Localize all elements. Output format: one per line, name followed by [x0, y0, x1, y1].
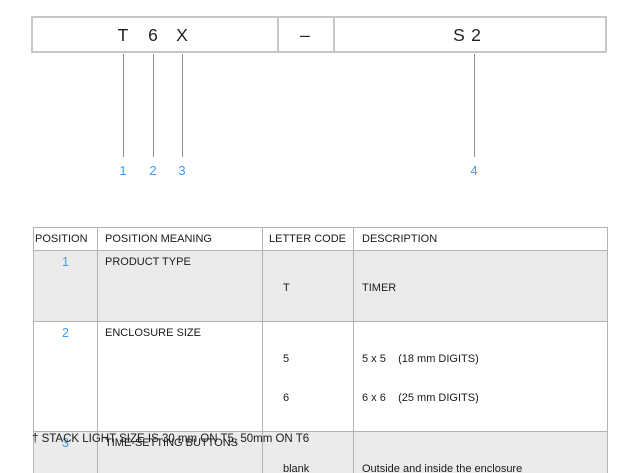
position-callout-4: 4: [470, 163, 478, 178]
code-letter-2: 2: [471, 25, 481, 45]
leader-line-3: [182, 54, 183, 157]
position-meaning: PRODUCT TYPE: [97, 250, 263, 322]
position-callout-3: 3: [178, 163, 186, 178]
descriptions: Outside and inside the enclosure Inside …: [353, 431, 608, 473]
code-dash-separator: –: [300, 25, 310, 45]
table-header-row: POSITION POSITION MEANING LETTER CODE DE…: [33, 227, 608, 251]
descriptions: TIMER: [353, 250, 608, 322]
code-letter-t: T: [117, 25, 129, 45]
letter-codes: 5 6: [262, 321, 354, 432]
stack-light-footnote: † STACK LIGHT SIZE IS 30 mm ON T5, 50mm …: [32, 433, 310, 445]
position-callout-2: 2: [149, 163, 157, 178]
letter-codes: blank X: [262, 431, 354, 473]
leader-line-4: [474, 54, 475, 157]
product-code-box: T 6 X – S 2: [31, 16, 607, 53]
leader-line-1: [123, 54, 124, 157]
position-meaning: TIME-SETTING BUTTONS: [97, 431, 263, 473]
box-divider-left: [277, 18, 279, 51]
table-row-3: 3 TIME-SETTING BUTTONS blank X Outside a…: [33, 431, 608, 473]
position-number: 1: [33, 250, 98, 322]
descriptions: 5 x 5 (18 mm DIGITS) 6 x 6 (25 mm DIGITS…: [353, 321, 608, 432]
box-divider-right: [333, 18, 335, 51]
code-letter-s: S: [453, 25, 465, 45]
header-position-meaning: POSITION MEANING: [97, 227, 263, 251]
table-row-1: 1 PRODUCT TYPE T TIMER: [33, 250, 608, 322]
header-position: POSITION: [33, 227, 98, 251]
position-callout-1: 1: [119, 163, 127, 178]
code-letter-6: 6: [148, 25, 158, 45]
header-letter-code: LETTER CODE: [262, 227, 354, 251]
position-meaning: ENCLOSURE SIZE: [97, 321, 263, 432]
leader-line-2: [153, 54, 154, 157]
position-number: 2: [33, 321, 98, 432]
letter-codes: T: [262, 250, 354, 322]
position-number: 3: [33, 431, 98, 473]
spec-table: POSITION POSITION MEANING LETTER CODE DE…: [33, 227, 608, 473]
code-letter-x: X: [176, 25, 188, 45]
table-row-2: 2 ENCLOSURE SIZE 5 6 5 x 5 (18 mm DIGITS…: [33, 321, 608, 432]
header-description: DESCRIPTION: [353, 227, 608, 251]
